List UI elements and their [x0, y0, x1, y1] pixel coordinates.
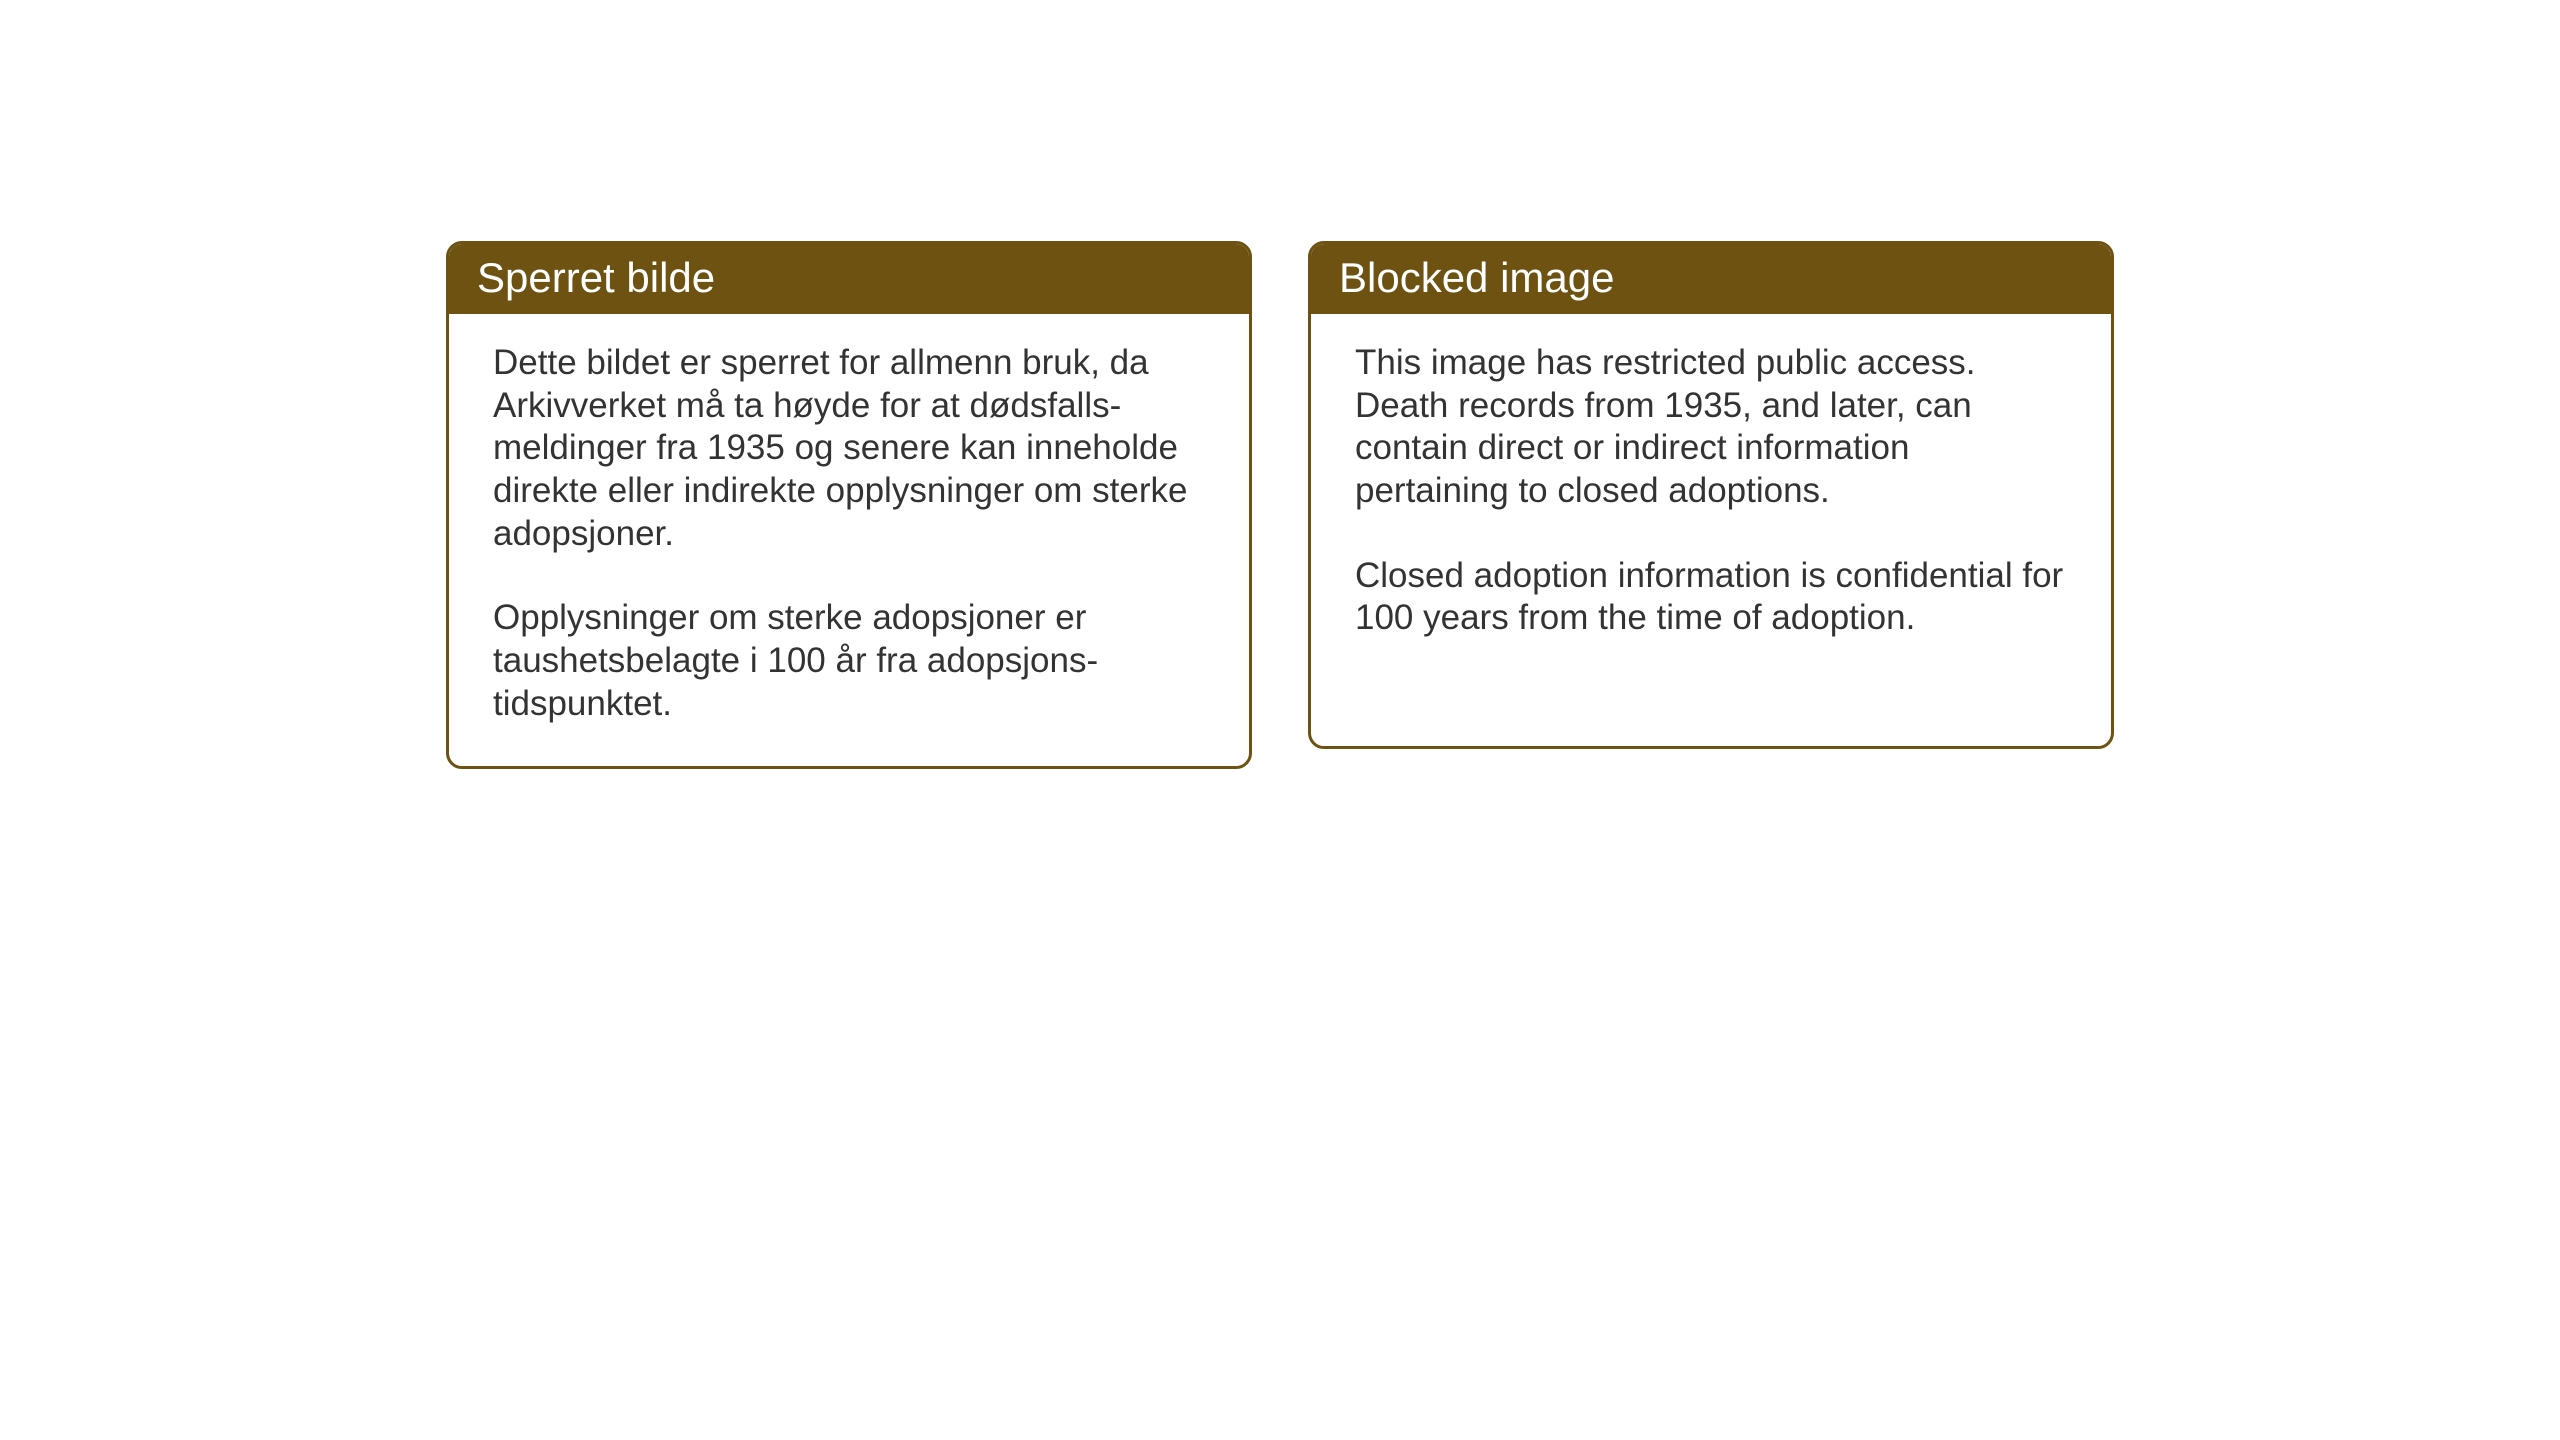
english-card-title: Blocked image [1311, 244, 2111, 314]
english-paragraph-1: This image has restricted public access.… [1355, 342, 2067, 513]
norwegian-notice-card: Sperret bilde Dette bildet er sperret fo… [446, 241, 1252, 769]
norwegian-paragraph-1: Dette bildet er sperret for allmenn bruk… [493, 342, 1205, 555]
notice-container: Sperret bilde Dette bildet er sperret fo… [446, 241, 2114, 769]
norwegian-paragraph-2: Opplysninger om sterke adopsjoner er tau… [493, 597, 1205, 725]
norwegian-card-body: Dette bildet er sperret for allmenn bruk… [449, 314, 1249, 766]
english-paragraph-2: Closed adoption information is confident… [1355, 555, 2067, 640]
english-notice-card: Blocked image This image has restricted … [1308, 241, 2114, 749]
english-card-body: This image has restricted public access.… [1311, 314, 2111, 680]
norwegian-card-title: Sperret bilde [449, 244, 1249, 314]
